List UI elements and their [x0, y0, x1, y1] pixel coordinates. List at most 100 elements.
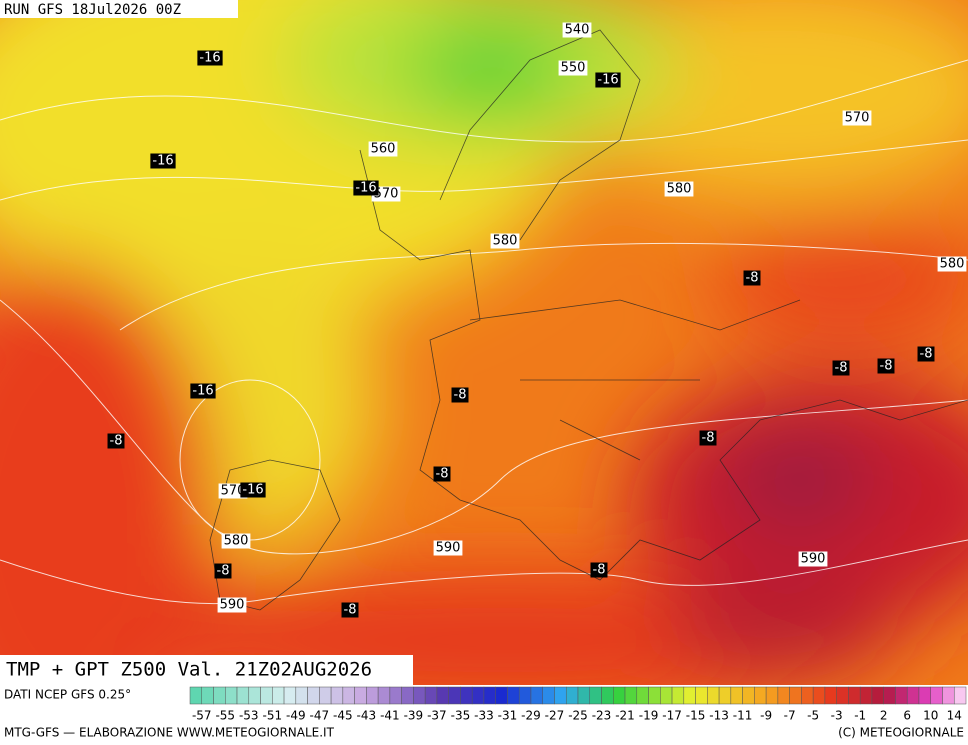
label-box [877, 358, 895, 374]
scale-swatch [836, 686, 849, 705]
temp-label: -16 [192, 384, 213, 399]
temp-label: -8 [217, 564, 230, 579]
scale-label: 10 [923, 709, 938, 723]
scale-swatch [495, 686, 508, 705]
scale-swatch [765, 686, 779, 705]
label-box [217, 597, 247, 613]
temp-label: -8 [593, 563, 606, 578]
scale-label: -11 [733, 709, 753, 723]
height-label: 580 [493, 234, 518, 249]
scale-label: -31 [498, 709, 518, 723]
temp-label: -8 [835, 361, 848, 376]
copyright-label: (C) METEOGIORNALE [838, 726, 964, 740]
scale-swatch [295, 686, 308, 705]
scale-swatch [342, 686, 355, 705]
label-box [433, 540, 463, 556]
temp-label: -8 [436, 467, 449, 482]
scale-label: -17 [662, 709, 682, 723]
scale-swatch [730, 686, 743, 705]
label-box [562, 22, 592, 38]
scale-label: 2 [880, 709, 888, 723]
height-label: 550 [561, 61, 586, 76]
scale-swatch [483, 686, 496, 705]
scale-swatch [848, 686, 861, 705]
run-label: RUN GFS 18Jul2026 00Z [4, 2, 181, 18]
temp-label: -8 [920, 347, 933, 362]
credit-label: MTG-GFS — ELABORAZIONE WWW.METEOGIORNALE… [4, 726, 335, 740]
scale-label: -57 [192, 709, 212, 723]
scale-swatch [624, 686, 638, 705]
scale-label: -45 [333, 709, 353, 723]
color-scale: -57 -55 -53 -51 -49 -47 -45 -43 -41 -39 -37 -35 -33-… [189, 686, 967, 723]
label-box [368, 141, 398, 157]
label-box [937, 256, 967, 272]
temp-label: -8 [110, 434, 123, 449]
label-box [917, 346, 935, 362]
height-label: 580 [667, 182, 692, 197]
scale-label: -5 [807, 709, 819, 723]
scale-label: -19 [639, 709, 659, 723]
scale-swatch [918, 686, 931, 705]
scale-swatch [213, 686, 226, 705]
label-box [664, 181, 694, 197]
scale-swatch [777, 686, 790, 705]
scale-swatch [812, 686, 826, 705]
temp-label: -8 [702, 431, 715, 446]
height-label: 590 [436, 541, 461, 556]
label-box [371, 186, 401, 202]
scale-swatch [695, 686, 708, 705]
scale-swatch [801, 686, 814, 705]
height-label: 540 [565, 23, 590, 38]
scale-swatch [554, 686, 567, 705]
label-box [699, 430, 717, 446]
temp-label: -8 [344, 603, 357, 618]
scale-swatch [201, 686, 214, 705]
scale-swatch [448, 686, 461, 705]
scale-swatch [460, 686, 473, 705]
scale-label: -49 [286, 709, 306, 723]
height-label: 560 [371, 142, 396, 157]
scale-swatch [436, 686, 449, 705]
scale-label: -29 [521, 709, 541, 723]
scale-swatch [577, 686, 591, 705]
scale-swatch [236, 686, 250, 705]
label-box [798, 551, 828, 567]
label-box [743, 270, 761, 286]
scale-swatch [530, 686, 543, 705]
scale-swatch [742, 686, 755, 705]
label-box [221, 533, 251, 549]
scale-swatch [189, 686, 203, 705]
scale-swatch [366, 686, 379, 705]
scale-swatch [754, 686, 767, 705]
scale-swatch [542, 686, 555, 705]
scale-swatch [636, 686, 649, 705]
scale-label: -47 [310, 709, 330, 723]
label-box [240, 482, 266, 498]
scale-label: -53 [239, 709, 259, 723]
temp-label: -8 [454, 388, 467, 403]
scale-label: -3 [831, 709, 843, 723]
label-box [433, 466, 451, 482]
height-label: 580 [224, 534, 249, 549]
label-box [590, 562, 608, 578]
scale-label: -51 [262, 709, 282, 723]
temp-label: -16 [355, 181, 376, 196]
scale-swatch [319, 686, 332, 705]
label-box [218, 483, 248, 499]
scale-swatch [389, 686, 402, 705]
scale-swatch [895, 686, 908, 705]
scale-swatch [260, 686, 273, 705]
scale-swatch [401, 686, 414, 705]
height-label: 590 [801, 552, 826, 567]
label-box [595, 72, 621, 88]
scale-label: -21 [615, 709, 635, 723]
scale-label: -7 [784, 709, 796, 723]
label-box [107, 433, 125, 449]
scale-swatch [272, 686, 285, 705]
scale-label: -9 [760, 709, 772, 723]
scale-swatch [589, 686, 602, 705]
scale-swatch [225, 686, 238, 705]
